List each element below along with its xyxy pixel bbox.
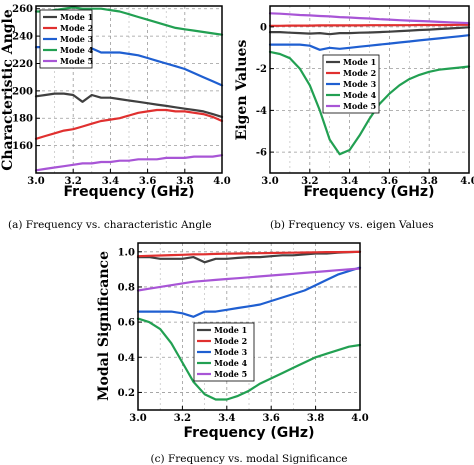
- plot-frame: [137, 242, 361, 411]
- series-line-mode-5: [34, 154, 224, 172]
- x-tick-label: 4.0: [213, 176, 230, 187]
- series-line-mode-2: [136, 250, 362, 258]
- y-tick-label: 0.4: [118, 353, 135, 364]
- x-tick-label: 3.2: [301, 176, 318, 187]
- figure-caption: (a) Frequency vs. characteristic Angle: [8, 219, 212, 231]
- y-tick-label: -6: [256, 148, 267, 159]
- x-tick-label: 3.4: [218, 413, 235, 424]
- x-tick-label: 3.2: [64, 176, 81, 187]
- y-tick-label: 240: [12, 32, 33, 43]
- y-tick-label: 260: [12, 4, 33, 15]
- y-tick-label: 0.6: [118, 318, 135, 329]
- y-tick-label: 0.8: [118, 282, 135, 293]
- x-tick-label: 3.4: [102, 176, 119, 187]
- y-axis-label: Characteristic Angle: [0, 9, 16, 171]
- series-line-mode-3: [136, 266, 362, 318]
- x-axis-label: Frequency (GHz): [64, 184, 195, 200]
- x-tick-label: 3.0: [129, 413, 146, 424]
- legend-entry: Mode 1: [214, 325, 247, 335]
- legend-entry: Mode 2: [214, 336, 247, 346]
- y-tick-label: -2: [256, 64, 267, 75]
- x-tick-label: 3.8: [307, 413, 324, 424]
- x-tick-label: 3.6: [262, 413, 279, 424]
- y-axis-label: Modal Significance: [96, 251, 112, 401]
- chart-a: 3.0 3.2 3.4 3.6 3.8 4.0 160 180 200 220 240 260 Freq…: [0, 4, 231, 231]
- x-tick-label: 3.0: [27, 176, 44, 187]
- y-tick-label: 0: [260, 22, 267, 33]
- x-tick-label: 3.8: [176, 176, 193, 187]
- series-line-mode-4: [136, 317, 362, 401]
- legend-entry: Mode 5: [214, 369, 247, 379]
- series-line-mode-2: [268, 23, 471, 27]
- legend-entry: Mode 3: [343, 79, 377, 89]
- legend-entry: Mode 1: [343, 57, 376, 67]
- x-tick-label: 3.8: [420, 176, 437, 187]
- y-tick-label: 180: [12, 114, 33, 125]
- y-axis-label: Eigen Values: [234, 40, 250, 141]
- x-tick-label: 3.6: [381, 176, 398, 187]
- legend-entry: Mode 2: [60, 23, 93, 33]
- x-tick-label: 3.6: [139, 176, 156, 187]
- x-tick-label: 4.0: [460, 176, 474, 187]
- y-tick-label: 200: [12, 86, 33, 97]
- legend-entry: Mode 4: [60, 45, 94, 55]
- legend-entry: Mode 5: [60, 56, 93, 66]
- legend-entry: Mode 3: [60, 34, 94, 44]
- series-line-mode-1: [268, 26, 471, 36]
- plot-frame: [269, 5, 470, 174]
- series-line-mode-5: [268, 12, 471, 25]
- legend-entry: Mode 1: [60, 12, 93, 22]
- series-line-mode-2: [34, 108, 224, 140]
- legend-entry: Mode 4: [214, 358, 248, 368]
- plot-frame: [35, 5, 223, 174]
- x-axis-label: Frequency (GHz): [184, 425, 315, 441]
- x-axis-label: Frequency (GHz): [304, 184, 435, 200]
- x-tick-label: 4.0: [351, 413, 368, 424]
- figure-caption: (c) Frequency vs. modal Significance: [151, 453, 348, 465]
- x-tick-label: 3.0: [261, 176, 278, 187]
- chart-b: 3.0 3.2 3.4 3.6 3.8 4.0 -6 -4 -2 0 Frequency (GHz)…: [234, 5, 474, 231]
- figure-caption: (b) Frequency vs. eigen Values: [270, 219, 434, 231]
- y-tick-label: 220: [12, 59, 33, 70]
- legend-entry: Mode 2: [343, 68, 376, 78]
- chart-c: 3.0 3.2 3.4 3.6 3.8 4.0 0.2 0.4 0.6 0.8 1.0 Frequen…: [96, 242, 369, 465]
- series-line-mode-3: [268, 34, 471, 51]
- y-tick-label: 1.0: [118, 247, 135, 258]
- x-tick-label: 3.2: [174, 413, 191, 424]
- series-line-mode-4: [268, 50, 471, 156]
- series-line-mode-1: [34, 92, 224, 119]
- legend-entry: Mode 4: [343, 90, 377, 100]
- x-tick-label: 3.4: [341, 176, 358, 187]
- legend-entry: Mode 3: [214, 347, 248, 357]
- legend-entry: Mode 5: [343, 101, 376, 111]
- series-line-mode-4: [34, 6, 224, 36]
- y-tick-label: 0.2: [118, 388, 135, 399]
- series-line-mode-1: [136, 250, 362, 264]
- y-tick-label: -4: [256, 106, 267, 117]
- series-line-mode-5: [136, 267, 362, 292]
- y-tick-label: 160: [12, 141, 33, 152]
